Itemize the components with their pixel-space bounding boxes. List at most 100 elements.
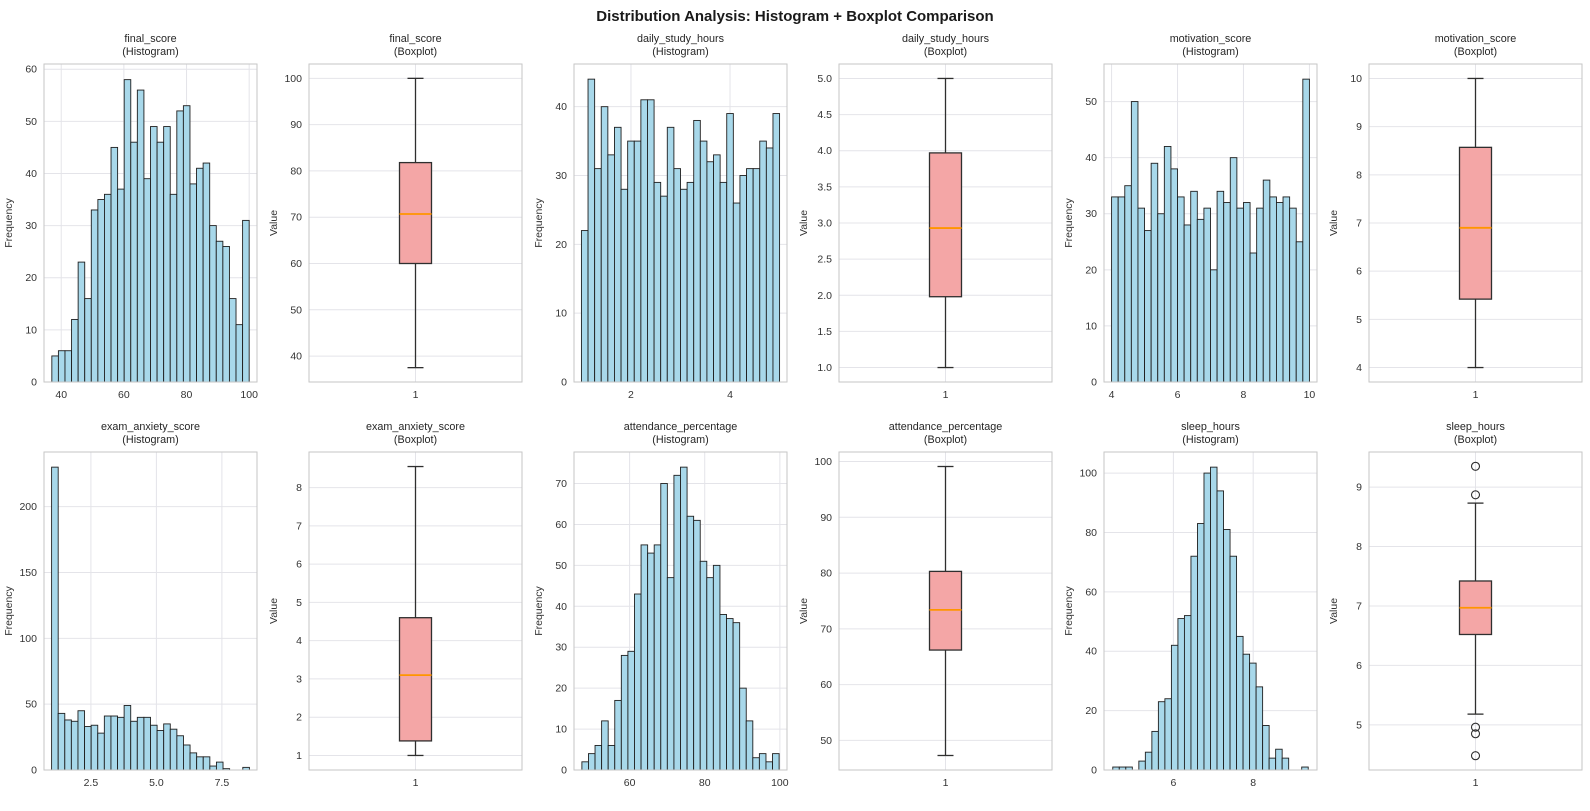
figure-title: Distribution Analysis: Histogram + Boxpl… bbox=[596, 8, 994, 25]
subplot-attendance_percentage-boxplot: 1 50 60 70 80 90 100 Value attendance_percentage… bbox=[795, 418, 1060, 806]
y-tick-label: 30 bbox=[555, 642, 567, 654]
x-tick-label: 4 bbox=[727, 389, 733, 401]
y-tick-label: 6 bbox=[1356, 660, 1362, 672]
y-tick-label: 4 bbox=[296, 635, 302, 647]
y-tick-label: 30 bbox=[555, 170, 567, 182]
y-axis-label: Value bbox=[268, 210, 280, 236]
y-tick-label: 30 bbox=[1085, 208, 1097, 220]
x-tick-label: 1 bbox=[1473, 389, 1479, 401]
y-tick-label: 5 bbox=[1356, 719, 1362, 731]
y-tick-label: 6 bbox=[296, 559, 302, 571]
y-tick-label: 80 bbox=[290, 165, 302, 177]
y-axis-label: Value bbox=[268, 598, 280, 624]
y-axis-label: Frequency bbox=[1063, 585, 1075, 635]
y-tick-label: 60 bbox=[1085, 586, 1097, 598]
subplot-subtitle: (Histogram) bbox=[122, 46, 178, 58]
boxplot-svg: 1 50 60 70 80 90 100 Value attendance_percentage… bbox=[798, 421, 1053, 789]
subplot-motivation_score-boxplot: 1 4 5 6 7 8 9 10 Value motivation_score (Boxplot) bbox=[1325, 30, 1590, 418]
y-tick-label: 10 bbox=[555, 308, 567, 320]
y-tick-label: 0 bbox=[561, 765, 567, 777]
y-tick-label: 8 bbox=[296, 482, 302, 494]
histogram-svg: 6 8020406080100Frequencysleep_hours(Histo… bbox=[1063, 421, 1318, 789]
x-tick-label: 100 bbox=[771, 777, 789, 789]
y-tick-label: 0 bbox=[1091, 765, 1097, 777]
x-tick-label: 60 bbox=[624, 777, 636, 789]
subplot-title: exam_anxiety_score bbox=[366, 421, 465, 433]
subplot-daily_study_hours-histogram: 2 4 0 10 20 30 40 Frequency daily_study_hours (Hi… bbox=[530, 30, 795, 418]
x-tick-label: 8 bbox=[1250, 777, 1256, 789]
y-tick-label: 2.5 bbox=[817, 254, 832, 266]
subplot-title: motivation_score bbox=[1170, 33, 1252, 45]
y-axis-label: Value bbox=[798, 598, 810, 624]
x-tick-label: 6 bbox=[1175, 389, 1181, 401]
y-axis-label: Value bbox=[1328, 210, 1340, 236]
y-tick-label: 2.0 bbox=[817, 290, 832, 302]
x-tick-label: 2.5 bbox=[84, 777, 99, 789]
y-tick-label: 70 bbox=[555, 478, 567, 490]
subplot-daily_study_hours-boxplot: 1 1.0 1.5 2.0 2.5 3.0 3.5 4.0 4.5 5.0 Value daily_s… bbox=[795, 30, 1060, 418]
x-tick-label: 1 bbox=[1473, 777, 1479, 789]
y-tick-label: 0 bbox=[1091, 377, 1097, 389]
subplot-subtitle: (Boxplot) bbox=[1454, 46, 1497, 58]
y-axis-label: Frequency bbox=[3, 197, 15, 247]
y-tick-label: 80 bbox=[1085, 527, 1097, 539]
y-tick-label: 200 bbox=[19, 501, 37, 513]
x-tick-label: 4 bbox=[1109, 389, 1115, 401]
histogram-svg: 2.5 5.0 7.5 0 50 100 150 200 Frequency exam_anxie… bbox=[3, 421, 258, 789]
subplot-sleep_hours-histogram: 6 8 0 20 40 60 80 100 Frequency sleep_hours (Histo… bbox=[1060, 418, 1325, 806]
subplot-subtitle: (Histogram) bbox=[1182, 434, 1238, 446]
subplot-subtitle: (Histogram) bbox=[1182, 46, 1238, 58]
x-tick-label: 80 bbox=[181, 389, 193, 401]
y-axis-label: Frequency bbox=[533, 197, 545, 247]
subplot-subtitle: (Histogram) bbox=[122, 434, 178, 446]
y-tick-label: 60 bbox=[820, 679, 832, 691]
subplot-exam_anxiety_score-histogram: 2.5 5.0 7.5 0 50 100 150 200 Frequency exam_anxie… bbox=[0, 418, 265, 806]
y-tick-label: 80 bbox=[820, 568, 832, 580]
y-tick-label: 50 bbox=[1085, 96, 1097, 108]
subplot-grid: 40 60 80 100 0 10 20 30 40 50 60 Frequency final_sco… bbox=[0, 30, 1590, 806]
y-axis-label: Frequency bbox=[3, 585, 15, 635]
y-tick-label: 3 bbox=[296, 673, 302, 685]
y-tick-label: 3.5 bbox=[817, 181, 832, 193]
y-tick-label: 20 bbox=[1085, 264, 1097, 276]
y-tick-label: 40 bbox=[555, 601, 567, 613]
y-tick-label: 7 bbox=[1356, 218, 1362, 230]
y-tick-label: 60 bbox=[290, 258, 302, 270]
y-tick-label: 0 bbox=[31, 377, 37, 389]
histogram-svg: 40 60 80 100 0 10 20 30 40 50 60 Frequency final_sco… bbox=[3, 33, 258, 401]
y-tick-label: 7 bbox=[1356, 600, 1362, 612]
subplot-title: attendance_percentage bbox=[624, 421, 737, 433]
x-tick-label: 1 bbox=[413, 389, 419, 401]
y-tick-label: 1 bbox=[296, 750, 302, 762]
y-tick-label: 40 bbox=[290, 351, 302, 363]
y-tick-label: 5 bbox=[296, 597, 302, 609]
subplot-title: sleep_hours bbox=[1181, 421, 1240, 433]
boxplot-svg: 1 1.0 1.5 2.0 2.5 3.0 3.5 4.0 4.5 5.0 Value daily_s… bbox=[798, 33, 1053, 401]
y-tick-label: 4 bbox=[1356, 362, 1362, 374]
y-tick-label: 40 bbox=[1085, 646, 1097, 658]
y-tick-label: 5.0 bbox=[817, 73, 832, 85]
subplot-subtitle: (Boxplot) bbox=[394, 46, 437, 58]
y-tick-label: 50 bbox=[25, 116, 37, 128]
subplot-final_score-histogram: 40 60 80 100 0 10 20 30 40 50 60 Frequency final_sco… bbox=[0, 30, 265, 418]
y-tick-label: 20 bbox=[555, 239, 567, 251]
y-tick-label: 5 bbox=[1356, 314, 1362, 326]
y-tick-label: 60 bbox=[555, 519, 567, 531]
y-tick-label: 100 bbox=[284, 73, 302, 85]
y-tick-label: 40 bbox=[25, 168, 37, 180]
subplot-subtitle: (Boxplot) bbox=[394, 434, 437, 446]
y-tick-label: 40 bbox=[1085, 152, 1097, 164]
boxplot-svg: 1 4 5 6 7 8 9 10 Value motivation_score(Boxplot) bbox=[1328, 33, 1583, 401]
x-tick-label: 80 bbox=[699, 777, 711, 789]
y-tick-label: 20 bbox=[1085, 705, 1097, 717]
boxplot-svg: 1 40 50 60 70 80 90 100 Value final_score(Boxplot… bbox=[268, 33, 523, 401]
subplot-attendance_percentage-histogram: 60 80 100 0 10 20 30 40 50 60 70 Frequency attendanc… bbox=[530, 418, 795, 806]
subplot-title: daily_study_hours bbox=[902, 33, 990, 45]
x-tick-label: 5.0 bbox=[149, 777, 164, 789]
y-tick-label: 4.5 bbox=[817, 109, 832, 121]
histogram-svg: 60 80 100 0 10 20 30 40 50 60 70 Frequency attendanc… bbox=[533, 421, 789, 789]
y-tick-label: 8 bbox=[1356, 541, 1362, 553]
boxplot-svg: 1 1 2 3 4 5 6 7 8 Value exam_anxiety_score(Boxplot… bbox=[268, 421, 523, 789]
x-tick-label: 1 bbox=[413, 777, 419, 789]
y-tick-label: 0 bbox=[561, 377, 567, 389]
